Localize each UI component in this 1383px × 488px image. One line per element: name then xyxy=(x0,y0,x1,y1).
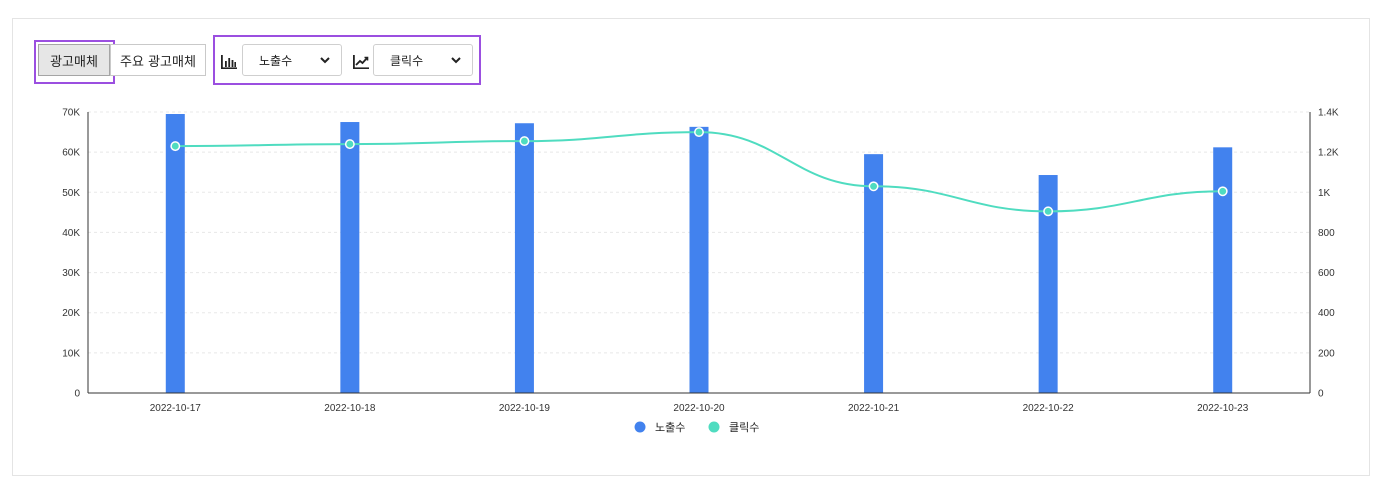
bar-metric-select[interactable]: 노출수 xyxy=(242,44,342,76)
line-series xyxy=(170,127,1228,217)
bar xyxy=(1038,175,1058,393)
y-left-tick-label: 60K xyxy=(62,148,80,159)
x-tick-label: 2022-10-23 xyxy=(1197,403,1249,414)
x-tick-label: 2022-10-19 xyxy=(499,403,551,414)
y-left-tick-label: 50K xyxy=(62,188,80,199)
tick-labels: 0 0 10K 200 20K 400 30K 600 40K 800 50K 1K 60K 1.2K 70… xyxy=(62,108,1339,415)
tab-media[interactable]: 광고매체 xyxy=(38,44,110,76)
legend: 노출수 클릭수 xyxy=(634,421,759,434)
bar xyxy=(864,154,884,393)
line-chart-icon xyxy=(352,53,370,71)
y-left-tick-label: 0 xyxy=(74,389,80,400)
y-right-tick-label: 800 xyxy=(1318,228,1335,239)
y-right-tick-label: 1.2K xyxy=(1318,148,1339,159)
line-point xyxy=(694,127,704,138)
chevron-down-icon xyxy=(451,57,461,64)
legend-marker-bar xyxy=(634,421,646,433)
axes xyxy=(87,112,1311,394)
line-point xyxy=(519,136,530,147)
line-metric-value: 클릭수 xyxy=(390,53,424,68)
legend-marker-line xyxy=(708,421,720,433)
x-tick-label: 2022-10-18 xyxy=(324,403,376,414)
x-tick-label: 2022-10-21 xyxy=(848,403,900,414)
legend-label-bar: 노출수 xyxy=(655,421,685,434)
bar xyxy=(1213,147,1233,393)
bar-series xyxy=(165,114,1233,394)
y-right-tick-label: 0 xyxy=(1318,389,1324,400)
tab-main-media[interactable]: 주요 광고매체 xyxy=(110,44,206,76)
bar xyxy=(340,122,360,394)
y-right-tick-label: 600 xyxy=(1318,268,1335,279)
line-point xyxy=(1043,206,1054,217)
y-left-tick-label: 20K xyxy=(62,308,80,319)
line-point xyxy=(170,141,181,152)
y-left-tick-label: 70K xyxy=(62,108,80,119)
y-right-tick-label: 400 xyxy=(1318,308,1335,319)
x-tick-label: 2022-10-22 xyxy=(1023,403,1075,414)
bar-chart-icon xyxy=(220,53,238,71)
x-tick-label: 2022-10-17 xyxy=(150,403,202,414)
line-point xyxy=(868,181,879,192)
y-right-tick-label: 200 xyxy=(1318,348,1335,359)
y-right-tick-label: 1.4K xyxy=(1318,108,1339,119)
y-left-tick-label: 40K xyxy=(62,228,80,239)
bar xyxy=(165,114,185,393)
line-point xyxy=(1217,186,1228,197)
chevron-down-icon xyxy=(320,57,330,64)
line-metric-select[interactable]: 클릭수 xyxy=(373,44,473,76)
metric-select-group-highlight xyxy=(213,35,481,85)
bar-metric-value: 노출수 xyxy=(259,53,293,68)
bar xyxy=(689,126,709,394)
y-right-tick-label: 1K xyxy=(1318,188,1331,199)
x-tick-label: 2022-10-20 xyxy=(673,403,725,414)
y-left-tick-label: 10K xyxy=(62,348,80,359)
y-left-tick-label: 30K xyxy=(62,268,80,279)
line-point xyxy=(344,139,355,150)
legend-label-line: 클릭수 xyxy=(729,421,759,434)
bar xyxy=(514,123,534,394)
